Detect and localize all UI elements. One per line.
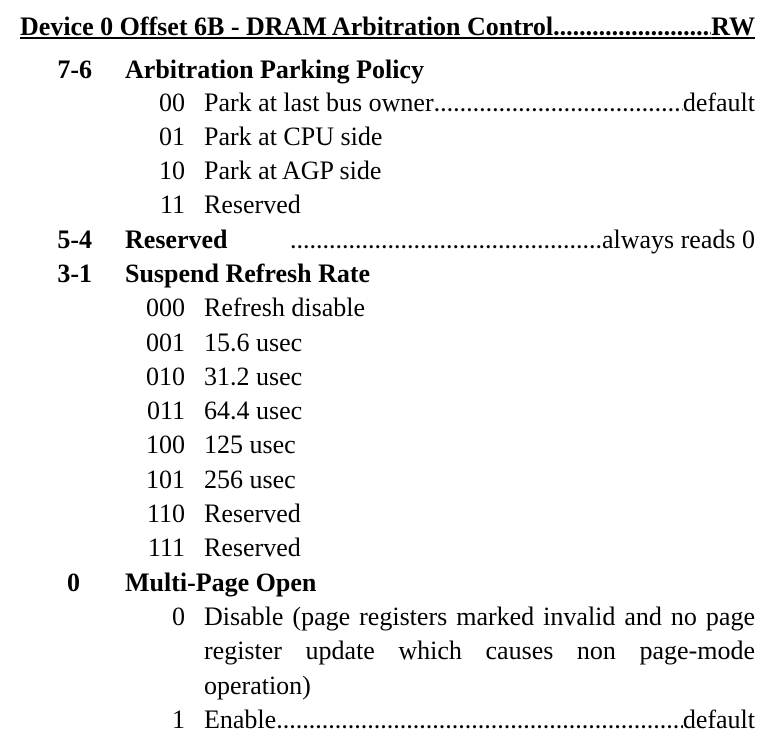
value-row: 011 64.4 usec [0, 394, 780, 428]
value-code: 0 [172, 602, 185, 631]
dot-leader [434, 86, 683, 120]
value-row: 001 15.6 usec [0, 326, 780, 360]
value-row: 00 Park at last bus owner default [0, 86, 780, 120]
value-row: 111 Reserved [0, 531, 780, 565]
register-title: Device 0 Offset 6B - DRAM Arbitration Co… [20, 10, 755, 44]
bit-range: 5-4 [57, 225, 92, 254]
value-row: 010 31.2 usec [0, 360, 780, 394]
dot-leader [553, 10, 711, 44]
bit-range: 3-1 [57, 259, 92, 288]
value-code: 000 [146, 293, 185, 322]
value-row: 1 Enable default [0, 703, 780, 737]
value-code: 00 [159, 88, 185, 117]
value-note: default [682, 705, 755, 734]
value-code: 011 [146, 396, 185, 425]
value-desc: Reserved [204, 533, 301, 562]
value-desc: 15.6 usec [204, 328, 303, 357]
value-code: 11 [159, 190, 185, 219]
field-name: Reserved [125, 225, 228, 254]
value-note: default [682, 88, 755, 117]
value-row: 11 Reserved [0, 188, 780, 222]
bit-range: 0 [67, 568, 80, 597]
field-row: 7-6 Arbitration Parking Policy [0, 53, 780, 87]
value-code: 111 [147, 533, 185, 562]
value-code: 110 [146, 499, 185, 528]
value-row: 01 Park at CPU side [0, 120, 780, 154]
value-row: 000 Refresh disable [0, 291, 780, 325]
value-row: 101 256 usec [0, 463, 780, 497]
value-code: 1 [172, 705, 185, 734]
value-row: 10 Park at AGP side [0, 154, 780, 188]
value-desc: Refresh disable [204, 293, 366, 322]
value-desc: Park at last bus owner [204, 88, 434, 117]
value-desc: 125 usec [204, 430, 296, 459]
value-code: 001 [146, 328, 185, 357]
value-row: 100 125 usec [0, 428, 780, 462]
bit-range: 7-6 [57, 55, 92, 84]
dot-leader [290, 223, 602, 257]
value-desc: Park at CPU side [204, 122, 383, 151]
title-text: Device 0 Offset 6B - DRAM Arbitration Co… [20, 12, 554, 41]
value-desc: 31.2 usec [204, 362, 303, 391]
field-row: 3-1 Suspend Refresh Rate [0, 257, 780, 291]
value-desc: Reserved [204, 190, 301, 219]
value-code: 01 [159, 122, 185, 151]
value-row: 110 Reserved [0, 497, 780, 531]
value-desc: Enable [204, 705, 277, 734]
dot-leader [276, 703, 683, 737]
field-note: always reads 0 [601, 225, 755, 254]
access-type: RW [711, 12, 755, 41]
field-name: Arbitration Parking Policy [125, 55, 424, 84]
value-desc: 256 usec [204, 465, 296, 494]
value-code: 10 [159, 156, 185, 185]
value-code: 100 [146, 430, 185, 459]
value-desc: Park at AGP side [204, 156, 382, 185]
value-desc: Disable (page registers marked invalid a… [204, 602, 755, 700]
value-desc: 64.4 usec [204, 396, 303, 425]
field-row: 0 Multi-Page Open [0, 566, 780, 600]
field-name: Suspend Refresh Rate [125, 259, 371, 288]
field-row: 5-4 Reserved always reads 0 [0, 223, 780, 257]
value-desc: Reserved [204, 499, 301, 528]
value-code: 010 [146, 362, 185, 391]
value-row: 0 [0, 600, 780, 634]
value-code: 101 [146, 465, 185, 494]
field-name: Multi-Page Open [125, 568, 317, 597]
